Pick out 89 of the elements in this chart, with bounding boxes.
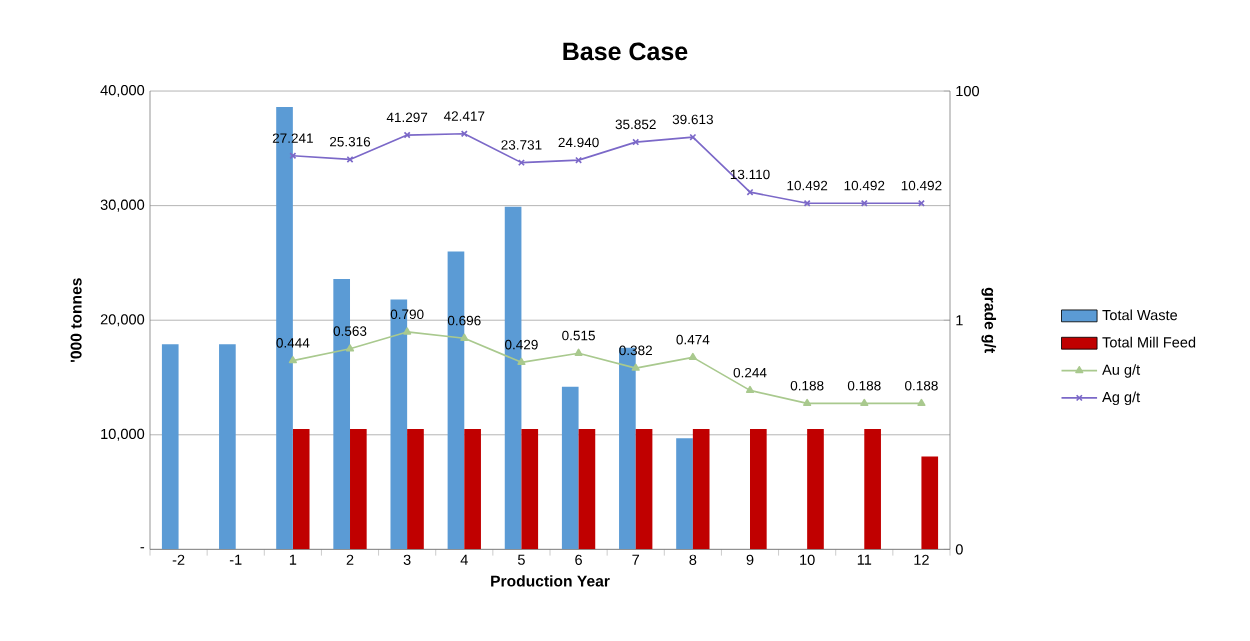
point bbox=[917, 398, 926, 407]
y2-axis-title: grade g/t bbox=[981, 287, 997, 353]
point bbox=[688, 352, 697, 361]
y-axis-title: '000 tonnes bbox=[70, 278, 82, 363]
point bbox=[860, 398, 869, 407]
bar bbox=[676, 438, 693, 550]
legend-label: Total Mill Feed bbox=[1102, 336, 1196, 348]
x-tick-label: 6 bbox=[575, 554, 582, 565]
bar bbox=[750, 429, 767, 550]
y2-tick-label: 100 bbox=[956, 85, 980, 97]
data-label: 0.188 bbox=[790, 380, 824, 391]
x-tick-label: 9 bbox=[746, 554, 754, 565]
point bbox=[631, 363, 640, 371]
bar bbox=[219, 344, 236, 550]
data-label: 42.417 bbox=[443, 111, 485, 121]
data-label: 0.382 bbox=[619, 345, 652, 356]
point bbox=[803, 199, 811, 207]
y-tick-label: 30,000 bbox=[100, 199, 145, 212]
data-label: 41.297 bbox=[386, 112, 428, 123]
x-tick-label: -2 bbox=[172, 554, 185, 565]
x-tick-label: 2 bbox=[346, 554, 354, 565]
y-tick-label: 10,000 bbox=[101, 428, 145, 441]
point bbox=[403, 327, 412, 335]
bar bbox=[161, 344, 179, 550]
point bbox=[517, 159, 525, 167]
point bbox=[460, 130, 468, 138]
bar bbox=[521, 429, 539, 550]
data-label: 0.188 bbox=[847, 380, 881, 391]
y2-tick-label: 1 bbox=[956, 315, 963, 326]
x-tick-label: 1 bbox=[289, 554, 297, 565]
bar bbox=[350, 429, 367, 550]
legend-label: Ag g/t bbox=[1102, 391, 1141, 406]
data-label: 0.563 bbox=[333, 326, 367, 336]
data-label: 39.613 bbox=[672, 114, 713, 125]
point bbox=[403, 131, 411, 139]
x-tick-label: -1 bbox=[229, 554, 242, 565]
data-label: 13.110 bbox=[730, 169, 770, 180]
point bbox=[860, 199, 868, 207]
legend-label: Au g/t bbox=[1102, 364, 1141, 378]
x-tick-label: 8 bbox=[689, 554, 697, 565]
point bbox=[289, 152, 297, 160]
point bbox=[803, 398, 812, 407]
data-label: 0.429 bbox=[505, 339, 538, 350]
x-tick-label: 10 bbox=[800, 554, 815, 565]
bar bbox=[561, 386, 579, 550]
x-tick-label: 7 bbox=[632, 554, 640, 565]
bar bbox=[692, 429, 710, 550]
data-label: 10.492 bbox=[787, 180, 828, 191]
chart-title: Base Case bbox=[563, 42, 688, 61]
point bbox=[689, 133, 697, 141]
bar bbox=[292, 429, 310, 550]
data-label: 0.444 bbox=[276, 338, 310, 348]
x-tick-label: 11 bbox=[857, 554, 872, 565]
x-tick-label: 4 bbox=[460, 554, 468, 565]
bar bbox=[921, 456, 939, 550]
data-label: 0.696 bbox=[447, 315, 481, 326]
bar bbox=[464, 429, 481, 550]
point bbox=[517, 357, 526, 366]
point bbox=[460, 333, 469, 341]
data-label: 0.790 bbox=[390, 309, 424, 320]
y2-tick-label: 0 bbox=[955, 544, 963, 555]
bar bbox=[407, 429, 424, 550]
data-label: 24.940 bbox=[558, 137, 599, 148]
legend-label: Total Waste bbox=[1102, 309, 1178, 321]
data-label: 0.188 bbox=[905, 380, 938, 391]
bar bbox=[807, 429, 824, 550]
y-tick-label: - bbox=[140, 547, 145, 549]
data-label: 10.492 bbox=[901, 180, 942, 191]
data-label: 25.316 bbox=[329, 136, 371, 147]
data-label: 0.244 bbox=[733, 367, 767, 378]
bar bbox=[635, 429, 653, 550]
point bbox=[288, 356, 297, 364]
y-tick-label: 40,000 bbox=[100, 85, 145, 98]
data-label: 0.515 bbox=[562, 330, 595, 341]
point bbox=[745, 385, 755, 394]
point bbox=[746, 188, 754, 196]
x-axis-title: Production Year bbox=[491, 575, 610, 587]
x-tick-label: 12 bbox=[914, 554, 929, 565]
bar bbox=[864, 429, 881, 550]
data-label: 35.852 bbox=[615, 119, 656, 130]
data-label: 23.731 bbox=[501, 140, 542, 150]
bar bbox=[578, 429, 596, 550]
y-tick-label: 20,000 bbox=[100, 314, 145, 327]
point bbox=[574, 348, 583, 356]
data-label: 0.474 bbox=[676, 334, 710, 345]
x-tick-label: 5 bbox=[517, 554, 525, 565]
data-label: 10.492 bbox=[844, 180, 885, 191]
point bbox=[345, 344, 355, 352]
x-tick-label: 3 bbox=[403, 554, 411, 565]
